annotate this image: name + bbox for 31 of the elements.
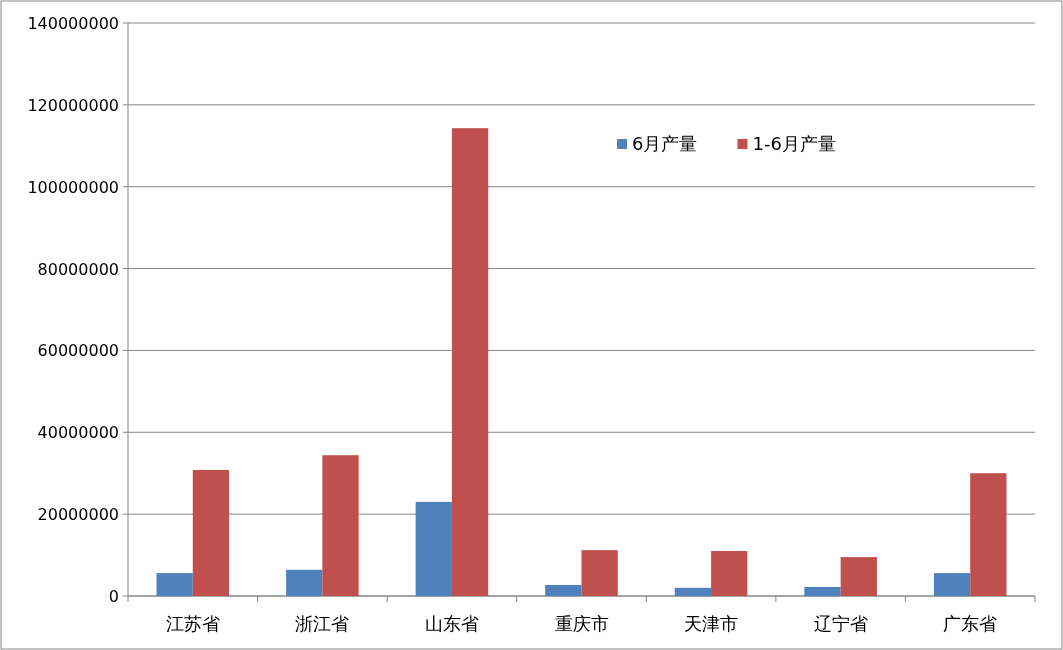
x-tick-label: 江苏省 (165, 613, 220, 634)
bar (933, 573, 971, 596)
bar (451, 128, 489, 596)
bar (156, 573, 193, 596)
bar (711, 550, 748, 596)
bar (840, 557, 877, 596)
bar (415, 501, 452, 596)
bar (286, 569, 323, 596)
bar (545, 584, 582, 596)
y-tick-label: 100000000 (27, 177, 119, 197)
x-tick-label: 广东省 (943, 613, 998, 634)
legend-label: 6月产量 (632, 133, 698, 154)
bar (322, 455, 359, 596)
bar (970, 473, 1007, 596)
x-tick-label: 辽宁省 (813, 613, 868, 634)
legend-label: 1-6月产量 (752, 133, 836, 154)
bar (674, 587, 712, 596)
x-tick-label: 重庆市 (554, 613, 609, 634)
y-tick-label: 20000000 (37, 505, 119, 525)
y-tick-label: 40000000 (37, 423, 119, 443)
x-tick-label: 天津市 (684, 613, 739, 634)
y-tick-label: 80000000 (37, 259, 119, 279)
x-tick-label: 浙江省 (295, 613, 350, 634)
bar (804, 587, 841, 596)
y-tick-label: 120000000 (27, 95, 119, 115)
bar (581, 550, 618, 596)
y-tick-label: 140000000 (27, 14, 119, 33)
x-tick-label: 山东省 (424, 613, 479, 634)
y-tick-label: 60000000 (37, 341, 119, 361)
y-tick-label: 0 (108, 587, 119, 606)
bar (192, 469, 230, 596)
